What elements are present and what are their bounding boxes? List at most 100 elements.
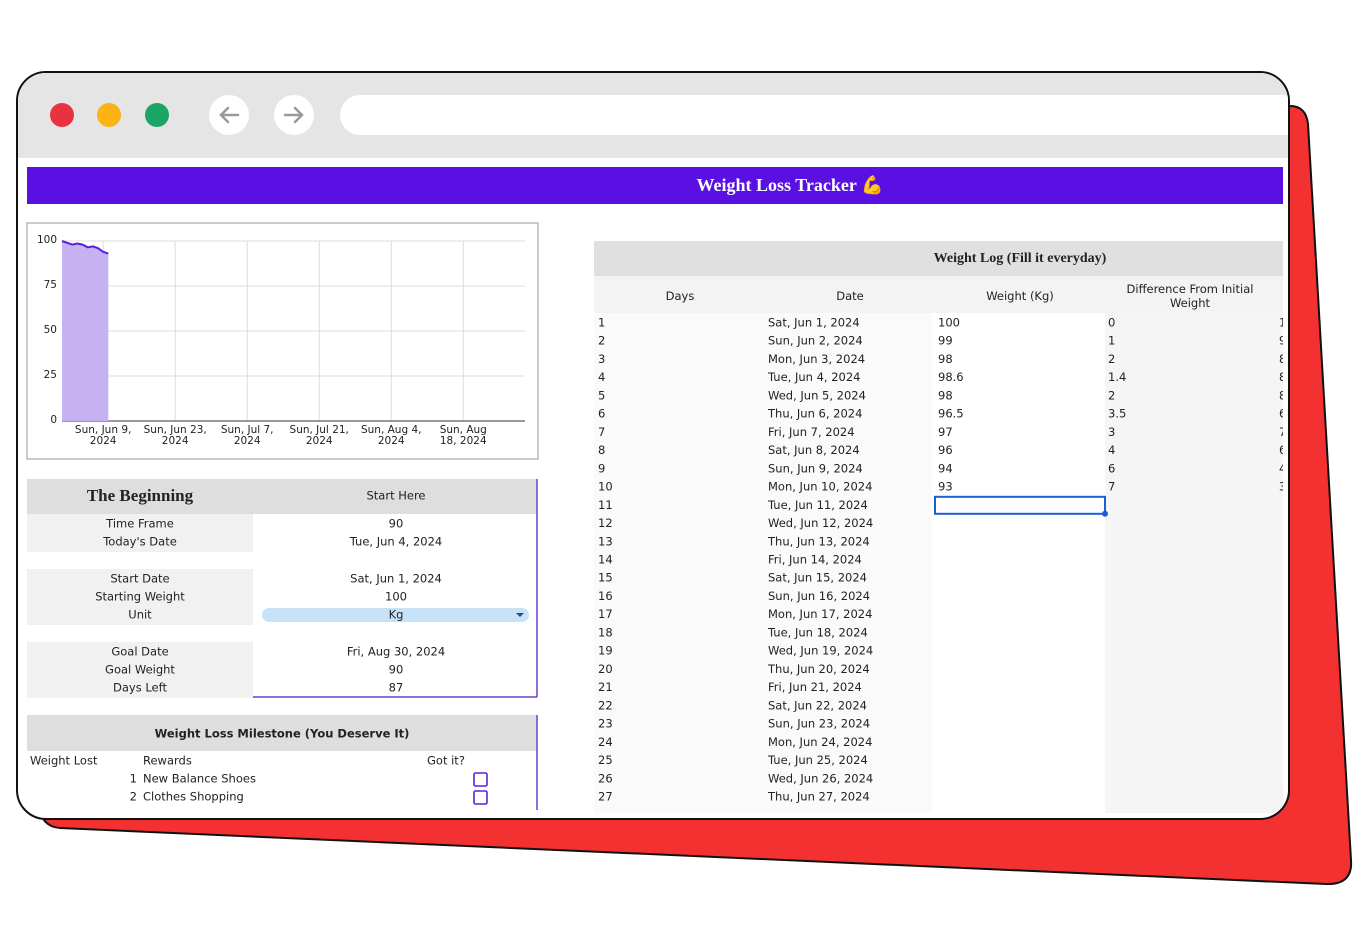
label-group-bg [27,514,253,552]
log-cell: 99 [938,334,953,348]
log-cell: 1 [598,316,605,330]
log-cell: Tue, Jun 25, 2024 [767,753,868,767]
x-tick-label: Sun, Jul 21, 2024 [290,425,349,447]
col-bg [594,313,932,813]
dropdown-arrow [516,613,524,617]
log-cell: Fri, Jun 7, 2024 [768,425,855,439]
maximize-dot[interactable] [145,103,169,127]
log-cell: 26 [598,771,613,785]
log-column-header-text: Date [836,289,864,303]
log-cell: 8 [598,443,605,457]
minimize-dot[interactable] [97,103,121,127]
field-label: Days Left [113,681,167,695]
log-cell: Sat, Jun 1, 2024 [768,316,860,330]
log-cell: 96.5 [938,407,964,421]
x-tick-label-text: Sun, Jun 23, 2024 [143,425,207,447]
log-title-bg [594,241,1283,276]
field-label: Time Frame [105,517,174,531]
field-value: Tue, Jun 4, 2024 [349,535,442,549]
log-column-header: Difference From Initial Weight [1127,282,1254,310]
x-tick-label-text: Sun, Jun 9, 2024 [74,425,132,447]
log-cell: 3.5 [1108,407,1126,421]
log-cell: 1 [1108,334,1115,348]
beginning-header [27,479,537,514]
col-bg [1105,313,1283,813]
beginning-title: The Beginning [87,486,194,505]
checkbox[interactable] [473,790,488,805]
x-tick-label: Sun, Aug 4, 2024 [361,425,422,447]
log-cell: 2 [1108,388,1115,402]
banner [27,167,1283,204]
log-cell: 10 [598,480,613,494]
field-label: Goal Weight [105,663,175,677]
y-tick-label: 100 [37,234,57,246]
log-cell: 5 [598,388,605,402]
log-cell: 0 [1108,316,1115,330]
log-cell: 9 [598,461,605,475]
log-cell: 25 [598,753,613,767]
log-cell: 6 [1108,461,1115,475]
milestone-reward: New Balance Shoes [143,772,256,786]
forward-button[interactable] [274,95,314,135]
log-cell: 16 [598,589,613,603]
selected-cell[interactable] [934,495,1106,515]
field-value: 90 [389,517,404,531]
log-cell: 1.4 [1108,370,1126,384]
log-cell: Thu, Jun 20, 2024 [767,662,870,676]
log-cell: 7 [598,425,605,439]
field-value: Fri, Aug 30, 2024 [347,645,445,659]
log-cell: 24 [598,735,613,749]
y-tick-label: 0 [50,414,57,426]
log-cell: Sun, Jun 23, 2024 [768,717,870,731]
x-tick-label: Sun, Aug 18, 2024 [439,425,487,447]
log-cell: Sat, Jun 15, 2024 [768,571,867,585]
log-cell: 2 [1108,352,1115,366]
log-cell: Mon, Jun 24, 2024 [768,735,872,749]
log-cell: 4 [598,370,605,384]
log-cell: 3 [1279,480,1286,494]
log-cell: Wed, Jun 5, 2024 [768,388,866,402]
area-line [61,240,109,255]
close-dot[interactable] [50,103,74,127]
unit-dropdown[interactable] [262,608,529,622]
log-cell: 2 [598,334,605,348]
milestone-reward: Clothes Shopping [143,790,244,804]
back-button[interactable] [209,95,249,135]
log-cell: 6 [598,407,605,421]
log-cell: Wed, Jun 26, 2024 [768,771,873,785]
checkbox[interactable] [473,772,488,787]
fill-handle[interactable] [1102,510,1108,517]
milestone-amount: 2 [130,790,137,804]
log-header-bg [594,276,1283,313]
log-cell: 14 [598,552,613,566]
log-cell: 19 [598,644,613,658]
field-value: 87 [389,681,404,695]
log-cell: 8 [1279,388,1286,402]
field-label: Today's Date [102,535,177,549]
address-bar[interactable] [340,95,1288,135]
field-value: Sat, Jun 1, 2024 [350,572,442,586]
log-cell: Sun, Jun 9, 2024 [768,461,863,475]
log-cell: Fri, Jun 14, 2024 [768,552,862,566]
log-cell: 11 [598,498,613,512]
log-cell: 21 [598,680,613,694]
log-cell: 98.6 [938,370,964,384]
beginning-subtitle: Start Here [366,489,425,503]
log-cell: Sat, Jun 8, 2024 [768,443,860,457]
log-cell: 7 [1279,425,1286,439]
log-cell: Tue, Jun 11, 2024 [767,498,868,512]
milestone-column: Weight Lost [30,754,98,768]
log-cell: 27 [598,789,613,803]
log-cell: 9 [1279,334,1286,348]
log-cell: Thu, Jun 27, 2024 [767,789,870,803]
log-cell: 22 [598,698,613,712]
y-tick-label: 50 [44,324,57,336]
x-tick-label-text: Sun, Aug 18, 2024 [439,425,487,447]
log-cell: 93 [938,480,953,494]
log-cell: 4 [1279,461,1286,475]
log-cell: 97 [938,425,953,439]
milestone-header [27,715,537,751]
log-cell: 15 [598,571,613,585]
log-cell: Wed, Jun 12, 2024 [768,516,873,530]
log-cell: 23 [598,717,613,731]
